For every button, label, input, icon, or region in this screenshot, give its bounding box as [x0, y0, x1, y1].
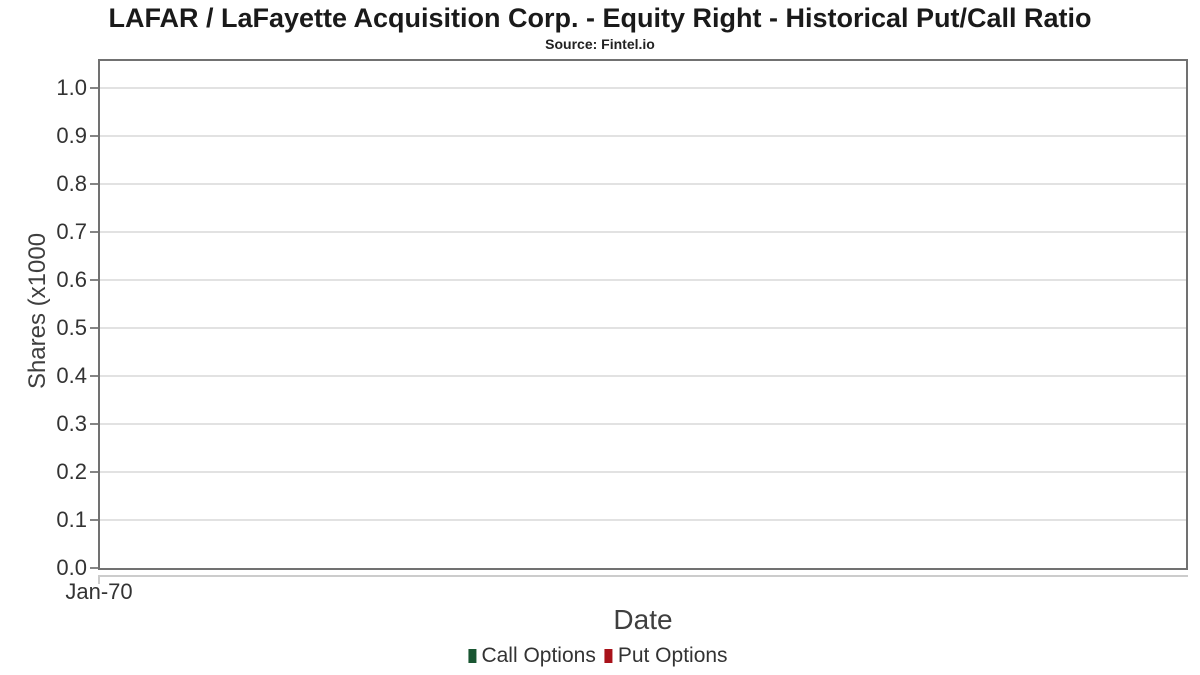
gridline [100, 134, 1186, 137]
y-axis-tick-mark [90, 326, 98, 329]
y-axis-tick-mark [90, 134, 98, 137]
x-axis-tick-mark [98, 577, 100, 584]
gridline [100, 326, 1186, 329]
legend-item-call-options[interactable]: Call Options [468, 644, 596, 668]
legend-item-label: Call Options [481, 644, 596, 667]
gridline [100, 470, 1186, 473]
y-axis-tick-mark [90, 278, 98, 281]
y-axis-tick-mark [90, 374, 98, 377]
gridline [100, 182, 1186, 185]
legend-item-label: Put Options [617, 644, 728, 667]
y-axis-tick-mark [90, 567, 98, 569]
gridline [100, 518, 1186, 521]
y-tick-label: 0.1 [56, 506, 87, 532]
legend: Call Options Put Options [468, 644, 728, 668]
gridline [100, 278, 1186, 281]
y-axis-tick-mark [90, 182, 98, 185]
y-tick-label: 0.4 [56, 362, 87, 388]
y-tick-label: 0.9 [56, 122, 87, 148]
legend-marker-icon [604, 649, 613, 663]
chart-subtitle: Source: Fintel.io [545, 36, 655, 52]
chart-title: LAFAR / LaFayette Acquisition Corp. - Eq… [108, 3, 1092, 33]
gridline [100, 86, 1186, 89]
y-axis-tick-mark [90, 230, 98, 233]
y-axis-tick-mark [90, 422, 98, 425]
y-tick-label: 0.6 [56, 266, 87, 292]
y-tick-label: 0.5 [56, 314, 87, 340]
x-axis-title: Date [613, 604, 673, 635]
gridline [100, 230, 1186, 233]
gridline [100, 374, 1186, 377]
y-axis-tick-mark [90, 470, 98, 473]
y-axis-tick-mark [90, 518, 98, 521]
y-tick-label: 0.7 [56, 218, 87, 244]
legend-item-put-options[interactable]: Put Options [604, 644, 728, 668]
y-tick-label: 1.0 [56, 74, 87, 100]
y-axis-tick-mark [90, 86, 98, 89]
legend-marker-icon [468, 649, 477, 663]
y-tick-label: 0.2 [56, 458, 87, 484]
y-tick-label: 0.0 [56, 555, 87, 580]
x-tick-label: Jan-70 [65, 579, 133, 604]
y-tick-label: 0.8 [56, 170, 87, 196]
plot-area [98, 59, 1188, 570]
y-tick-label: 0.3 [56, 410, 87, 436]
gridline [100, 422, 1186, 425]
x-axis-line [98, 575, 1188, 577]
